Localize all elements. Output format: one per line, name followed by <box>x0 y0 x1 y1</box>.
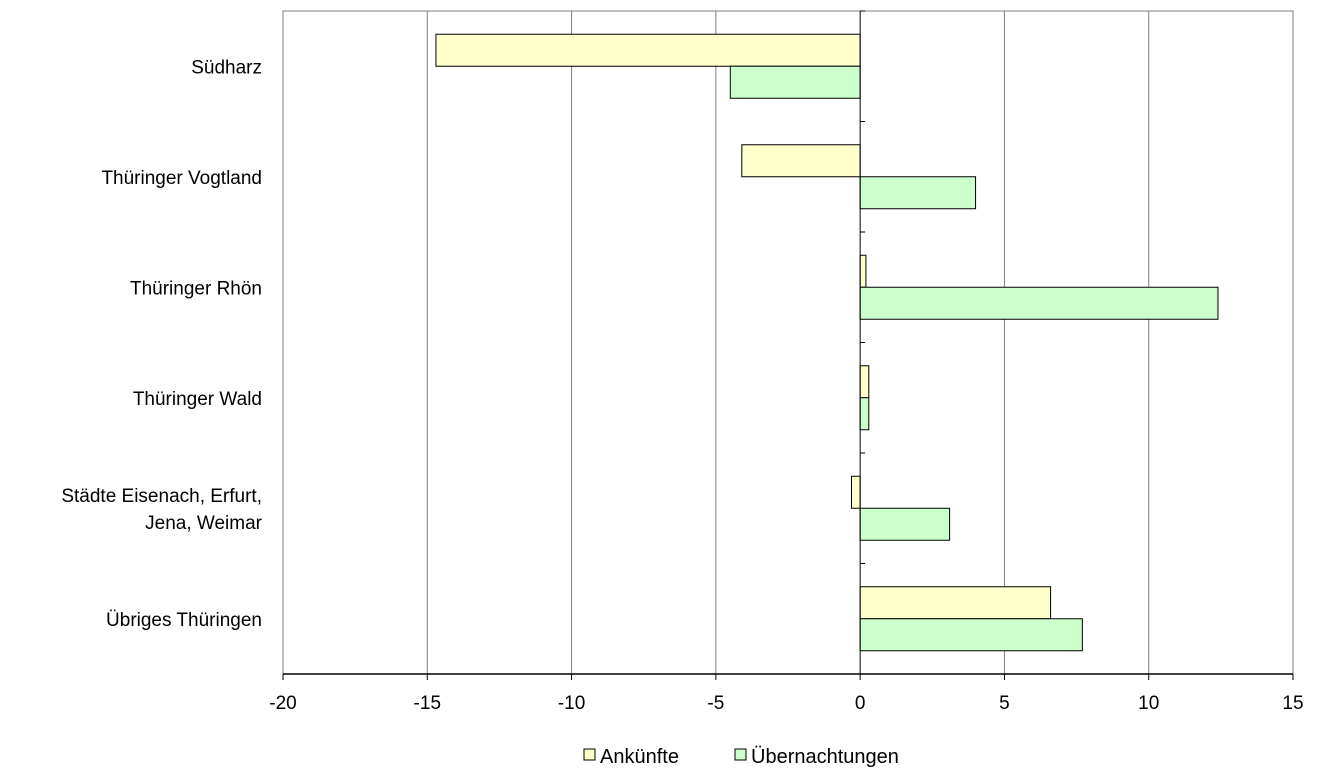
bar-uebernachtungen <box>859 397 870 431</box>
category-labels: Südharz Thüringer Vogtland Thüringer Rhön T… <box>61 57 262 631</box>
legend-label-ankuenfte: Ankünfte <box>600 746 679 768</box>
legend-swatch-uebernachtungen <box>734 748 747 761</box>
bar-ankuenfte <box>741 144 861 178</box>
tick-label: 5 <box>999 693 1010 714</box>
tick-label: -20 <box>269 693 296 714</box>
category-label: Jena, Weimar <box>145 513 263 534</box>
axes <box>282 10 1294 680</box>
category-label: Thüringer Wald <box>133 389 262 410</box>
tick-label: 10 <box>1138 693 1159 714</box>
tick-label: 15 <box>1282 693 1303 714</box>
category-label: Thüringer Rhön <box>130 278 262 299</box>
category-label: Übriges Thüringen <box>106 610 262 631</box>
bar-ankuenfte <box>859 586 1052 620</box>
bar-uebernachtungen <box>859 507 951 541</box>
bar-uebernachtungen <box>859 286 1219 320</box>
tick-label: -5 <box>707 693 724 714</box>
legend-label-uebernachtungen: Übernachtungen <box>751 746 899 768</box>
bars <box>435 33 1219 652</box>
bar-uebernachtungen <box>859 176 977 210</box>
bar-ankuenfte <box>435 33 861 67</box>
tick-labels: -20 -15 -10 -5 0 5 10 15 <box>269 693 1303 714</box>
tick-label: 0 <box>855 693 866 714</box>
tick-label: -10 <box>558 693 585 714</box>
plot-area <box>283 11 1293 674</box>
tick-label: -15 <box>414 693 441 714</box>
bar-uebernachtungen <box>859 618 1083 652</box>
bar-ankuenfte <box>850 475 861 509</box>
category-label: Städte Eisenach, Erfurt, <box>61 486 262 507</box>
bar-ankuenfte <box>859 254 867 288</box>
legend-swatch-ankuenfte <box>583 748 596 761</box>
legend: Ankünfte Übernachtungen <box>583 746 899 768</box>
category-label: Thüringer Vogtland <box>101 168 262 189</box>
bar-ankuenfte <box>859 365 870 399</box>
bar-uebernachtungen <box>729 65 861 99</box>
category-label: Südharz <box>191 57 262 78</box>
